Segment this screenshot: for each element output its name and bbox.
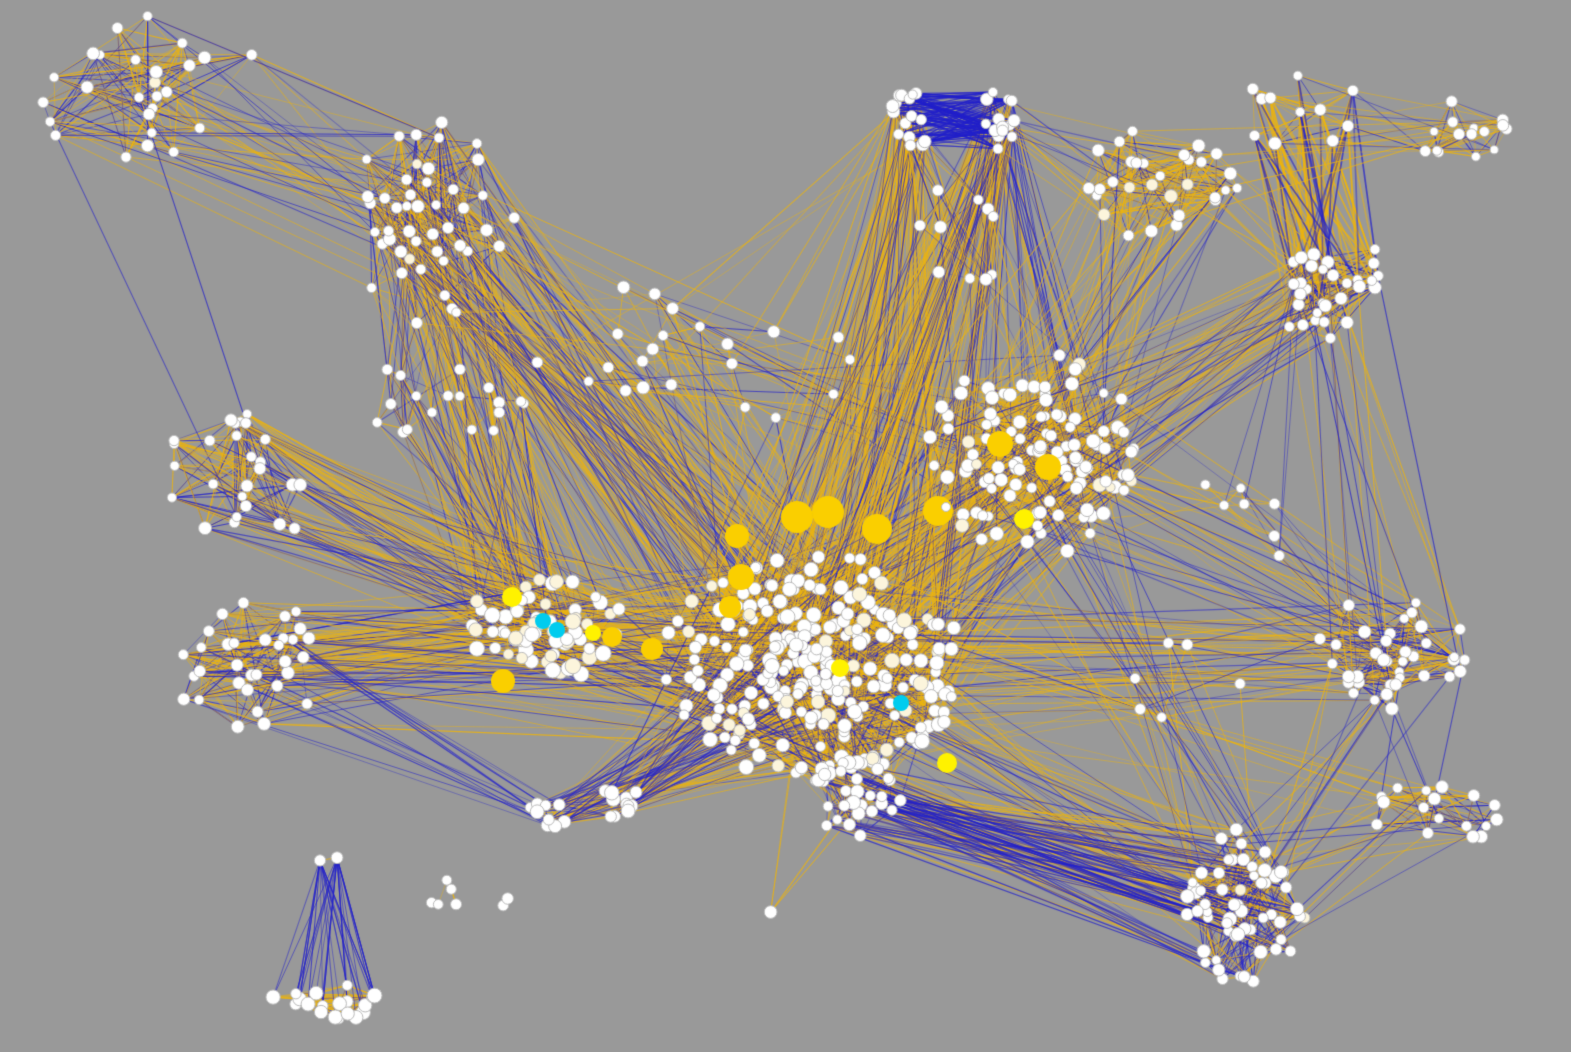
graph-viewport[interactable]: [0, 0, 1571, 1052]
network-graph-canvas[interactable]: [0, 0, 1571, 1052]
